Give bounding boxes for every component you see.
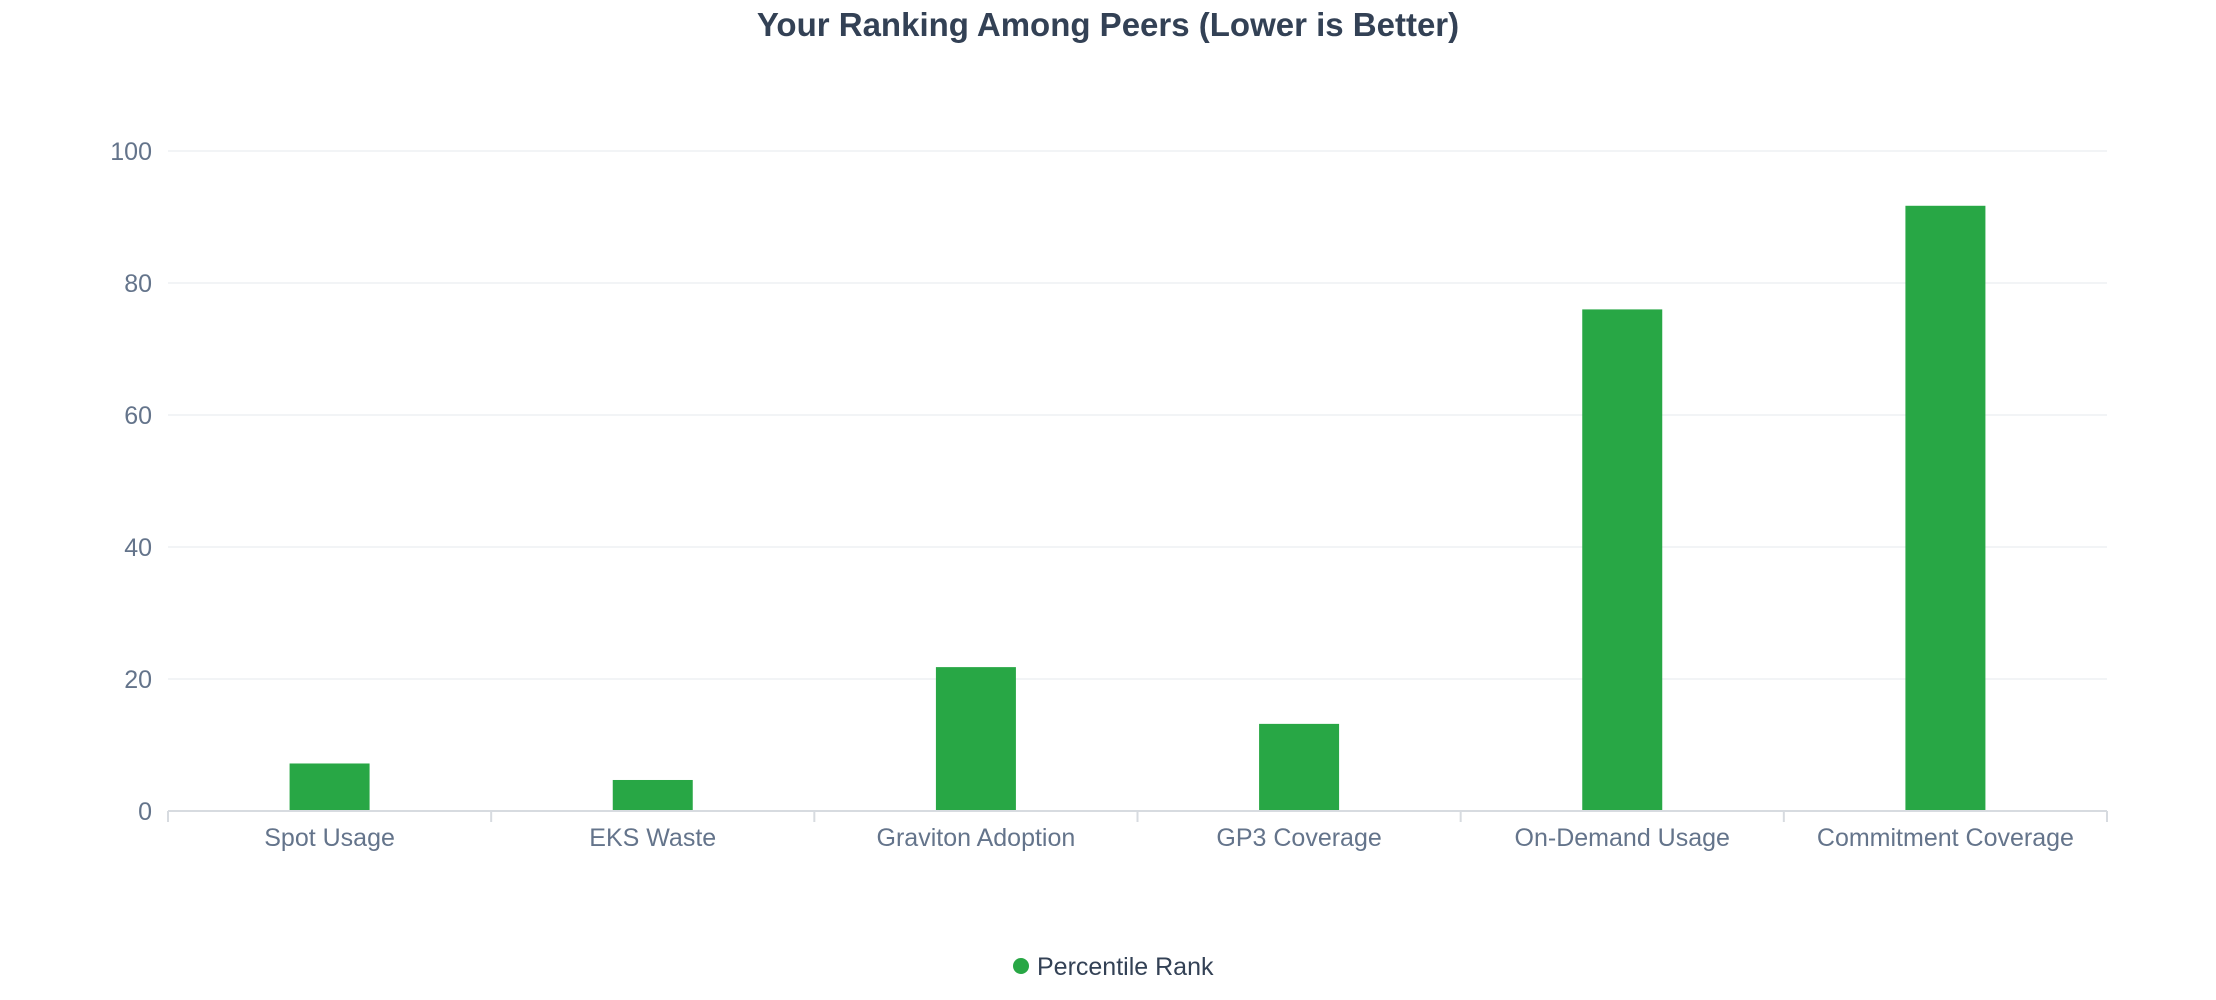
- y-axis-ticks: 0 20 40 60 80 100: [110, 138, 152, 826]
- x-axis: Spot Usage EKS Waste Graviton Adoption GP3 …: [167, 810, 2108, 852]
- y-tick-label: 20: [124, 666, 152, 694]
- legend-marker: [1013, 958, 1029, 974]
- bar[interactable]: [1582, 309, 1663, 811]
- legend[interactable]: Percentile Rank: [1013, 953, 1214, 981]
- gridlines: [168, 150, 2107, 680]
- bar[interactable]: [1905, 205, 1986, 811]
- y-tick-label: 100: [110, 138, 152, 166]
- y-tick-label: 0: [138, 798, 152, 826]
- x-tick-label: Spot Usage: [264, 824, 395, 852]
- x-tick-label: EKS Waste: [589, 824, 716, 852]
- bar[interactable]: [289, 763, 370, 811]
- y-tick-label: 80: [124, 270, 152, 298]
- x-tick-label: GP3 Coverage: [1216, 824, 1381, 852]
- bars: [289, 205, 1986, 811]
- x-tick-label: Graviton Adoption: [877, 824, 1076, 852]
- bar[interactable]: [1259, 723, 1340, 811]
- y-tick-label: 40: [124, 534, 152, 562]
- chart-title: Your Ranking Among Peers (Lower is Bette…: [757, 6, 1459, 43]
- x-tick-label: On-Demand Usage: [1515, 824, 1730, 852]
- y-tick-label: 60: [124, 402, 152, 430]
- bar[interactable]: [612, 779, 693, 811]
- x-tick-label: Commitment Coverage: [1817, 824, 2074, 852]
- bar[interactable]: [935, 667, 1016, 811]
- legend-label: Percentile Rank: [1037, 953, 1214, 981]
